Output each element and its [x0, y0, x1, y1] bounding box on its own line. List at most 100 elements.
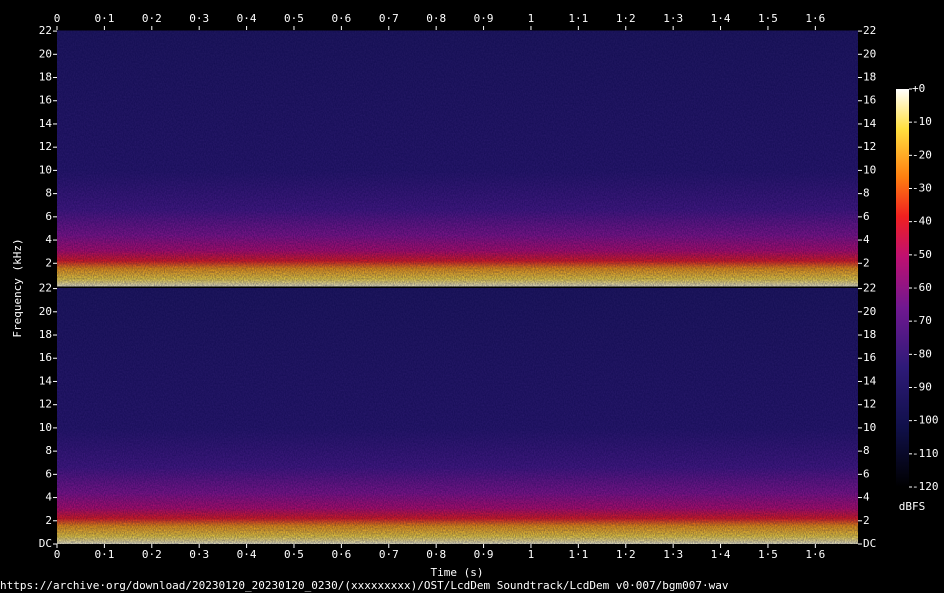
x-tick-label: 1·4: [711, 548, 731, 561]
colorbar-label: dBFS: [899, 500, 926, 513]
x-tick-label: 1·2: [616, 12, 636, 25]
y-tick-label: 4: [863, 233, 870, 246]
colorbar-tick-label: -50: [912, 248, 932, 261]
y-tick-label: 12: [863, 398, 876, 411]
colorbar-tick-label: -60: [912, 281, 932, 294]
x-tick-label: 1·3: [663, 548, 683, 561]
colorbar-tick-label: -110: [912, 447, 939, 460]
colorbar-tick-label: -100: [912, 414, 939, 427]
y-tick-label: 2: [863, 256, 870, 269]
x-tick-label: 0·1: [94, 548, 114, 561]
x-tick-label: 1·5: [758, 548, 778, 561]
colorbar-tick-label: -120: [912, 480, 939, 493]
y-tick-label: 10: [863, 163, 876, 176]
y-tick-label: 22: [39, 24, 52, 37]
spectrogram-texture: [57, 288, 858, 544]
colorbar-tick-label: -30: [912, 182, 932, 195]
y-tick-label: 12: [863, 140, 876, 153]
x-tick-label: 0·8: [426, 548, 446, 561]
y-tick-label: 2: [45, 514, 52, 527]
y-tick-label: 18: [39, 71, 52, 84]
y-tick-label: 6: [863, 210, 870, 223]
y-tick-label: 14: [863, 117, 877, 130]
y-tick-label: 22: [39, 282, 52, 295]
x-tick-label: 1·5: [758, 12, 778, 25]
y-tick-label: 8: [45, 444, 52, 457]
y-tick-label: DC: [39, 537, 52, 550]
x-tick-label: 1·1: [568, 12, 588, 25]
y-tick-label: 2: [45, 256, 52, 269]
colorbar-tick-label: -90: [912, 381, 932, 394]
x-tick-label: 0·2: [142, 12, 162, 25]
x-tick-label: 0·1: [94, 12, 114, 25]
x-tick-label: 0·7: [379, 12, 399, 25]
x-tick-label: 1: [528, 12, 535, 25]
x-tick-label: 1·6: [805, 12, 825, 25]
y-tick-label: 18: [39, 328, 52, 341]
x-tick-label: 0: [54, 12, 61, 25]
y-tick-label: 16: [39, 351, 52, 364]
y-tick-label: 22: [863, 282, 876, 295]
y-tick-label: 14: [39, 374, 53, 387]
colorbar-tick-label: -40: [912, 215, 932, 228]
x-tick-label: 0·4: [237, 548, 257, 561]
y-tick-label: 12: [39, 398, 52, 411]
y-tick-label: 20: [39, 305, 52, 318]
x-tick-label: 1·3: [663, 12, 683, 25]
y-tick-label: 14: [39, 117, 53, 130]
x-tick-label: 0·6: [331, 548, 351, 561]
x-tick-label: 1·6: [805, 548, 825, 561]
x-tick-label: 0: [54, 548, 61, 561]
y-tick-label: 8: [45, 187, 52, 200]
y-tick-label: 4: [863, 491, 870, 504]
spectrogram-texture: [57, 30, 858, 287]
x-tick-label: 0·5: [284, 12, 304, 25]
colorbar-tick-label: -10: [912, 115, 932, 128]
y-tick-label: 8: [863, 444, 870, 457]
y-tick-label: 6: [45, 210, 52, 223]
y-tick-label: 16: [39, 94, 52, 107]
colorbar-tick-label: +0: [912, 82, 925, 95]
x-tick-label: 0·3: [189, 12, 209, 25]
x-tick-label: 1: [528, 548, 535, 561]
x-axis-label: Time (s): [431, 566, 484, 579]
x-tick-label: 0·7: [379, 548, 399, 561]
y-tick-label: 10: [863, 421, 876, 434]
y-tick-label: 6: [863, 467, 870, 480]
y-tick-label: 20: [39, 47, 52, 60]
x-tick-label: 0·4: [237, 12, 257, 25]
colorbar-tick-label: -70: [912, 314, 932, 327]
y-tick-label: 4: [45, 491, 52, 504]
x-tick-label: 0·3: [189, 548, 209, 561]
x-tick-label: 0·9: [474, 12, 494, 25]
x-tick-label: 0·6: [331, 12, 351, 25]
y-tick-label: 12: [39, 140, 52, 153]
y-tick-label: 2: [863, 514, 870, 527]
x-tick-label: 0·9: [474, 548, 494, 561]
colorbar-tick-label: -80: [912, 347, 932, 360]
y-tick-label: 20: [863, 305, 876, 318]
colorbar: [896, 89, 909, 487]
y-tick-label: 10: [39, 421, 52, 434]
y-tick-label: 22: [863, 24, 876, 37]
y-tick-label: 16: [863, 351, 876, 364]
y-tick-label: 14: [863, 374, 877, 387]
x-tick-label: 1·1: [568, 548, 588, 561]
y-tick-label: DC: [863, 537, 876, 550]
y-tick-label: 10: [39, 163, 52, 176]
x-tick-label: 0·2: [142, 548, 162, 561]
y-tick-label: 8: [863, 187, 870, 200]
y-tick-label: 4: [45, 233, 52, 246]
x-tick-label: 1·4: [711, 12, 731, 25]
x-tick-label: 0·5: [284, 548, 304, 561]
x-tick-label: 0·8: [426, 12, 446, 25]
caption: https://archive·org/download/20230120_20…: [0, 579, 729, 592]
y-tick-label: 6: [45, 467, 52, 480]
y-tick-label: 18: [863, 71, 876, 84]
y-tick-label: 18: [863, 328, 876, 341]
y-tick-label: 20: [863, 47, 876, 60]
y-tick-label: 16: [863, 94, 876, 107]
colorbar-tick-label: -20: [912, 148, 932, 161]
